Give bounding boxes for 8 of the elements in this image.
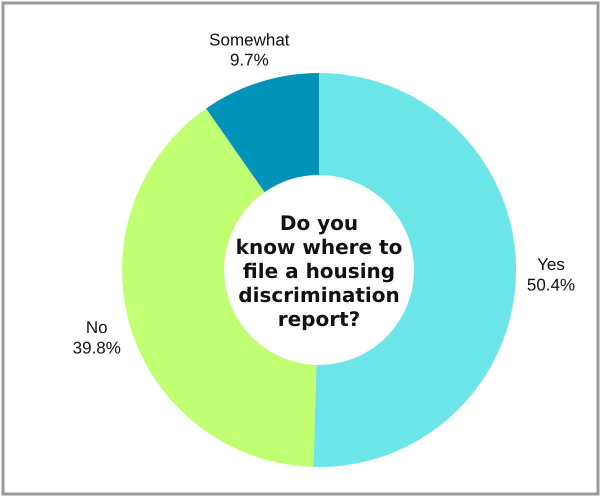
slice-label: No	[86, 318, 108, 338]
text: Do you know where to file a housing discrimination report?	[236, 211, 402, 331]
donut-slice	[206, 73, 319, 192]
slice-label: Yes	[537, 254, 565, 274]
data-label: 9.7%	[230, 50, 269, 70]
data-label: 50.4%	[526, 275, 576, 294]
slice-label: Somewhat	[209, 30, 290, 50]
data-label: 39.8%	[72, 338, 121, 358]
